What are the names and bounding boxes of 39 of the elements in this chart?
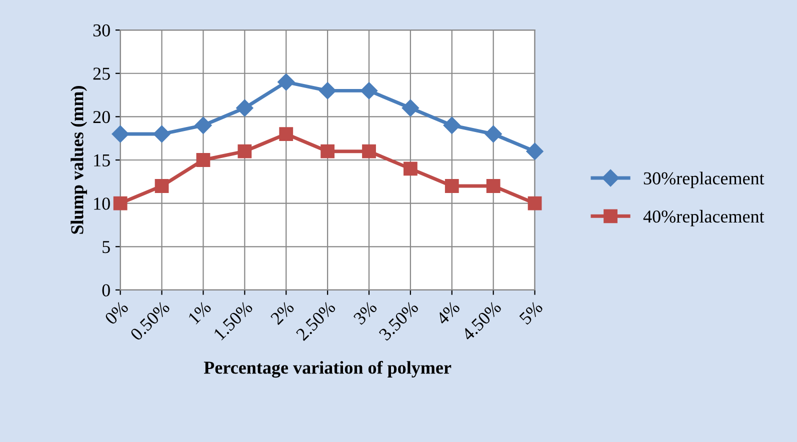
point: [486, 179, 500, 193]
y-tick-label: 15: [94, 154, 110, 166]
legend-label: 40%replacement: [643, 210, 764, 226]
point: [404, 162, 418, 176]
point: [443, 116, 460, 134]
x-tick-label: 5%: [518, 300, 544, 325]
x-axis-title: Percentage variation of polymer: [204, 360, 452, 378]
point: [444, 179, 459, 193]
y-axis-title: Slump values (mm): [70, 86, 88, 234]
point: [319, 82, 336, 100]
legend-label: 30%replacement: [644, 172, 764, 188]
y-tick-label: 0: [102, 284, 110, 296]
y-tick-label: 20: [93, 110, 110, 124]
point: [360, 82, 378, 100]
point: [402, 99, 420, 117]
point: [153, 125, 170, 143]
point: [320, 144, 335, 158]
x-tick-label: 1%: [188, 300, 212, 325]
point: [238, 144, 252, 158]
point: [526, 142, 544, 160]
point: [362, 144, 376, 158]
point: [528, 196, 542, 210]
point: [154, 179, 169, 193]
point: [484, 125, 502, 143]
y-tick-label: 10: [94, 198, 110, 210]
x-tick-label: 3%: [352, 300, 378, 326]
point: [279, 127, 294, 141]
point: [278, 73, 295, 91]
point: [194, 116, 212, 134]
x-tick-label: 2%: [270, 300, 295, 326]
y-tick-label: 5: [102, 241, 110, 254]
point: [196, 153, 210, 167]
y-tick-label: 25: [93, 68, 110, 80]
y-tick-label: 30: [93, 24, 110, 36]
point: [112, 125, 129, 143]
x-tick-label: 0%: [104, 300, 129, 326]
point: [113, 196, 128, 210]
point: [236, 99, 254, 117]
x-tick-label: 4%: [436, 300, 460, 326]
